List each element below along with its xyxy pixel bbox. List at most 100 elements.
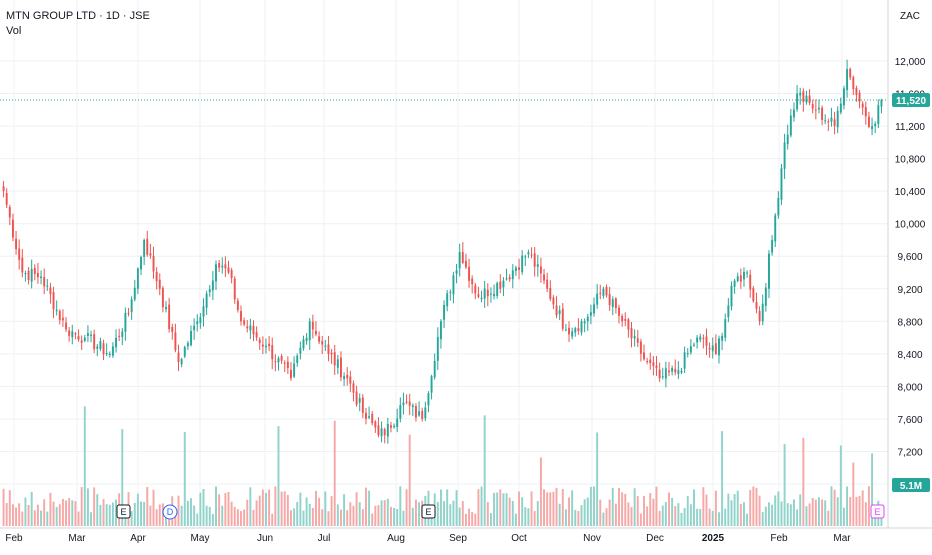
volume-bar <box>243 509 246 526</box>
volume-bar <box>577 510 580 526</box>
volume-bar <box>514 513 517 526</box>
candle-body <box>155 271 158 282</box>
event-earnings-aug[interactable]: E <box>421 504 436 519</box>
candle-body <box>121 331 124 337</box>
candle-body <box>808 95 811 103</box>
candle-body <box>636 338 639 343</box>
volume-bar <box>814 499 817 526</box>
candle-body <box>118 335 121 337</box>
candle-body <box>824 120 827 122</box>
candle-body <box>668 370 670 373</box>
volume-bar <box>268 489 271 526</box>
candle-body <box>424 407 427 419</box>
candle-body <box>261 344 264 347</box>
candle-body <box>161 288 164 308</box>
volume-bar <box>714 490 717 526</box>
volume-bar <box>471 512 474 526</box>
candle-body <box>296 355 299 363</box>
volume-bar <box>527 508 530 526</box>
candle-body <box>436 337 439 361</box>
volume-bar <box>152 489 155 526</box>
candle-body <box>839 103 842 113</box>
volume-bar <box>361 509 364 526</box>
volume-bar <box>377 505 380 526</box>
volume-bar <box>680 513 683 526</box>
time-axis[interactable]: Feb Mar Apr May Jun Jul Aug Sep Oct Nov Dec 2025 Feb… <box>5 533 851 544</box>
candle-body <box>508 277 511 280</box>
candle-body <box>233 278 236 300</box>
volume-bar <box>311 507 314 526</box>
volume-bar <box>639 513 642 526</box>
currency-label: ZAC <box>900 11 920 22</box>
candle-body <box>115 337 117 348</box>
volume-bar <box>602 512 605 526</box>
candle-body <box>633 336 636 339</box>
candle-body <box>811 104 814 109</box>
candle-body <box>414 406 417 418</box>
volume-bar <box>293 508 296 526</box>
volume-bar <box>205 505 208 526</box>
volume-bar <box>802 437 805 526</box>
volume-bar <box>383 500 386 526</box>
candle-body <box>280 356 283 361</box>
volume-bar <box>8 490 11 526</box>
price-tick-label: 8,000 <box>897 382 922 393</box>
candle-body <box>605 286 608 296</box>
volume-bar <box>202 488 205 526</box>
event-earnings-mar[interactable]: E <box>116 504 131 519</box>
candle-body <box>561 308 564 329</box>
volume-bar <box>155 509 158 526</box>
volume-bar <box>333 420 336 526</box>
volume-bar <box>255 500 258 526</box>
volume-bar <box>133 502 136 526</box>
candle-body <box>708 347 711 350</box>
volume-bar <box>130 511 133 526</box>
volume-bar <box>190 498 192 526</box>
candle-body <box>396 418 399 428</box>
candle-body <box>574 328 577 333</box>
candle-body <box>608 294 611 306</box>
candle-body <box>683 352 686 369</box>
volume-bar <box>36 504 39 526</box>
candle-body <box>427 393 430 406</box>
volume-bar <box>158 504 161 526</box>
volume-bar <box>183 432 186 526</box>
event-earnings-upcoming[interactable]: E <box>870 504 885 519</box>
candle-body <box>758 311 761 322</box>
candle-body <box>539 266 542 274</box>
volume-bar <box>140 501 142 526</box>
candle-body <box>739 275 742 282</box>
candle-body <box>796 93 799 110</box>
candle-body <box>383 429 386 436</box>
candle-body <box>730 285 733 307</box>
candle-body <box>227 267 230 273</box>
volume-bar <box>789 504 792 526</box>
candle-body <box>311 321 314 330</box>
volume-bar <box>299 492 302 526</box>
candle-body <box>43 277 46 287</box>
volume-bar <box>711 510 714 526</box>
volume-bar <box>474 513 477 526</box>
candle-body <box>502 280 505 288</box>
volume-bar <box>721 431 724 526</box>
volume-bar <box>2 488 5 526</box>
volume-bar <box>296 501 299 526</box>
volume-bar <box>799 494 802 526</box>
volume-bar <box>683 508 686 526</box>
volume-bar <box>305 497 308 526</box>
candle-body <box>864 107 867 117</box>
candle-body <box>718 338 720 356</box>
volume-bar <box>689 504 692 526</box>
event-dividend-apr[interactable]: D <box>162 504 178 520</box>
candle-body <box>821 107 824 120</box>
candle-body <box>724 319 727 338</box>
candle-body <box>146 238 149 255</box>
time-tick-label: Jul <box>318 533 331 544</box>
candle-body <box>836 110 839 128</box>
volume-bar <box>283 491 286 526</box>
volume-bar <box>71 500 74 526</box>
volume-bar <box>27 505 30 526</box>
candle-body <box>711 345 714 352</box>
